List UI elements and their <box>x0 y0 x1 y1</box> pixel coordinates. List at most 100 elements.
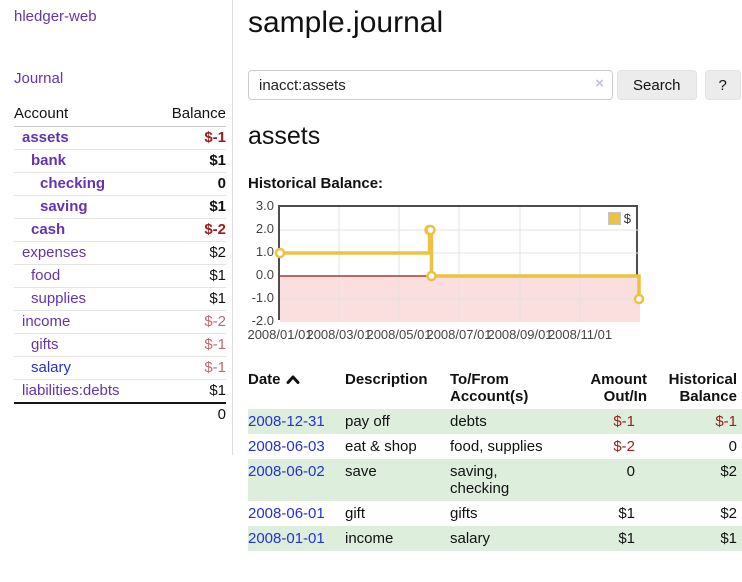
account-name-cell: expenses <box>14 241 155 265</box>
clear-search-icon[interactable]: × <box>595 75 604 92</box>
register-balance-cell: $1 <box>720 530 737 547</box>
account-balance: $1 <box>154 287 226 311</box>
account-balance: $-2 <box>154 310 226 334</box>
transaction-date-link[interactable]: 2008-06-03 <box>248 438 325 455</box>
account-link[interactable]: bank <box>31 152 67 169</box>
register-row: 2008-06-02 save saving, checking 0 $2 <box>248 459 742 501</box>
register-row: 2008-06-01 gift gifts $1 $2 <box>248 501 742 526</box>
help-button[interactable]: ? <box>704 70 741 100</box>
sidebar: hledger-web Journal Account Balance asse… <box>0 0 233 455</box>
column-header-amount-out-in[interactable]: Amount Out/In <box>590 371 647 405</box>
register-date-cell: 2008-06-03 <box>248 434 345 459</box>
account-name-cell: supplies <box>14 287 155 311</box>
register-description-cell: save <box>345 463 377 480</box>
account-name-cell: checking <box>14 172 155 196</box>
account-balance: $2 <box>154 241 226 265</box>
register-accounts-cell: gifts <box>450 505 478 522</box>
account-link[interactable]: assets <box>22 129 69 146</box>
account-row: cash $-2 <box>14 218 226 242</box>
register-balance-cell: $2 <box>720 505 737 522</box>
account-balance: $1 <box>154 264 226 288</box>
y-axis-tick-label: 0.0 <box>255 267 274 282</box>
register-date-cell: 2008-06-01 <box>248 501 345 526</box>
account-link[interactable]: expenses <box>22 244 87 261</box>
account-link[interactable]: food <box>31 267 61 284</box>
account-balance: 0 <box>154 172 226 196</box>
account-link[interactable]: liabilities:debts <box>22 382 120 399</box>
account-name-cell: income <box>14 310 155 334</box>
column-header-historical-balance[interactable]: Historical Balance <box>668 371 737 405</box>
register-balance-cell: $-1 <box>715 413 737 430</box>
accounts-table: Account Balance assets $-1 bank $1 checking 0… <box>14 102 226 426</box>
register-row: 2008-12-31 pay off debts $-1 $-1 <box>248 409 742 434</box>
register-balance-cell: $2 <box>720 463 737 480</box>
account-link[interactable]: income <box>22 313 71 330</box>
x-axis-tick-label: 2008/11/01 <box>547 327 613 342</box>
x-axis-tick-label: 2008/03/01 <box>306 327 372 342</box>
account-row: salary $-1 <box>14 356 226 380</box>
register-row: 2008-06-03 eat & shop food, supplies $-2 0 <box>248 434 742 459</box>
register-description-cell: pay off <box>345 413 390 430</box>
account-balance: $1 <box>154 379 226 403</box>
account-link[interactable]: supplies <box>31 290 87 307</box>
account-link[interactable]: cash <box>31 221 66 238</box>
register-amount-cell: $-1 <box>613 413 635 430</box>
legend-swatch-icon <box>607 212 621 225</box>
register-accounts-cell: saving, checking <box>450 463 510 497</box>
x-axis-tick-label: 2008/05/01 <box>366 327 432 342</box>
register-amount-cell: $1 <box>618 530 635 547</box>
account-name-cell: assets <box>14 127 154 150</box>
x-axis-tick-label: 2008/07/01 <box>426 327 492 342</box>
y-axis-tick-label: 1.0 <box>255 244 274 259</box>
account-balance: $-1 <box>154 333 226 357</box>
y-axis-tick-label: 3.0 <box>255 198 274 213</box>
register-description-cell: income <box>345 530 394 547</box>
account-row: expenses $2 <box>14 241 226 265</box>
account-name-cell: saving <box>14 195 155 219</box>
account-link[interactable]: saving <box>40 198 88 215</box>
account-balance: $-2 <box>154 218 226 242</box>
x-axis-tick-label: 2008/09/01 <box>487 327 553 342</box>
register-amount-cell: $-2 <box>613 438 635 455</box>
register-table: Date Description To/From Account(s) Amount … <box>248 369 742 551</box>
chevron-up-icon <box>286 372 300 389</box>
account-row: income $-2 <box>14 310 226 334</box>
column-header-description[interactable]: Description <box>345 371 428 388</box>
account-name-cell: cash <box>14 218 155 242</box>
account-balance: $1 <box>154 149 226 173</box>
y-axis-tick-label: 2.0 <box>255 221 274 236</box>
register-balance-cell: 0 <box>728 438 737 455</box>
account-row: saving $1 <box>14 195 226 219</box>
transaction-date-link[interactable]: 2008-06-02 <box>248 463 325 480</box>
data-point <box>426 270 437 282</box>
register-accounts-cell: salary <box>450 530 491 547</box>
transaction-date-link[interactable]: 2008-01-01 <box>248 530 325 547</box>
nav-journal-link[interactable]: Journal <box>14 70 64 87</box>
account-row: checking 0 <box>14 172 226 196</box>
historical-balance-chart: 3.0 2.0 1.0 0.0 -1.0 -2.0 $ 2008/01/01 2008/03… <box>247 198 742 347</box>
search-input[interactable] <box>248 70 613 100</box>
brand-link[interactable]: hledger-web <box>14 8 97 25</box>
y-axis-tick-label: -2.0 <box>251 313 274 328</box>
column-header-date[interactable]: Date <box>248 369 345 409</box>
search-row: × Search ? <box>248 70 742 100</box>
register-description-cell: gift <box>345 505 366 522</box>
account-link[interactable]: salary <box>31 359 72 376</box>
data-point <box>633 293 645 305</box>
register-amount-cell: 0 <box>626 463 635 480</box>
account-row: supplies $1 <box>14 287 226 311</box>
column-header-to-from-account-s[interactable]: To/From Account(s) <box>450 371 529 405</box>
account-row: liabilities:debts $1 <box>14 379 226 403</box>
account-link[interactable]: checking <box>40 175 106 192</box>
register-date-cell: 2008-01-01 <box>248 526 345 551</box>
plot-area: $ <box>274 205 645 322</box>
page-title: sample.journal <box>248 6 444 39</box>
register-amount-cell: $1 <box>618 505 635 522</box>
transaction-date-link[interactable]: 2008-12-31 <box>248 413 325 430</box>
transaction-date-link[interactable]: 2008-06-01 <box>248 505 325 522</box>
chart-legend: $ <box>605 210 633 227</box>
account-row: gifts $-1 <box>14 333 226 357</box>
account-link[interactable]: gifts <box>31 336 59 353</box>
x-axis-tick-label: 2008/01/01 <box>247 327 313 342</box>
search-button[interactable]: Search <box>617 70 697 100</box>
